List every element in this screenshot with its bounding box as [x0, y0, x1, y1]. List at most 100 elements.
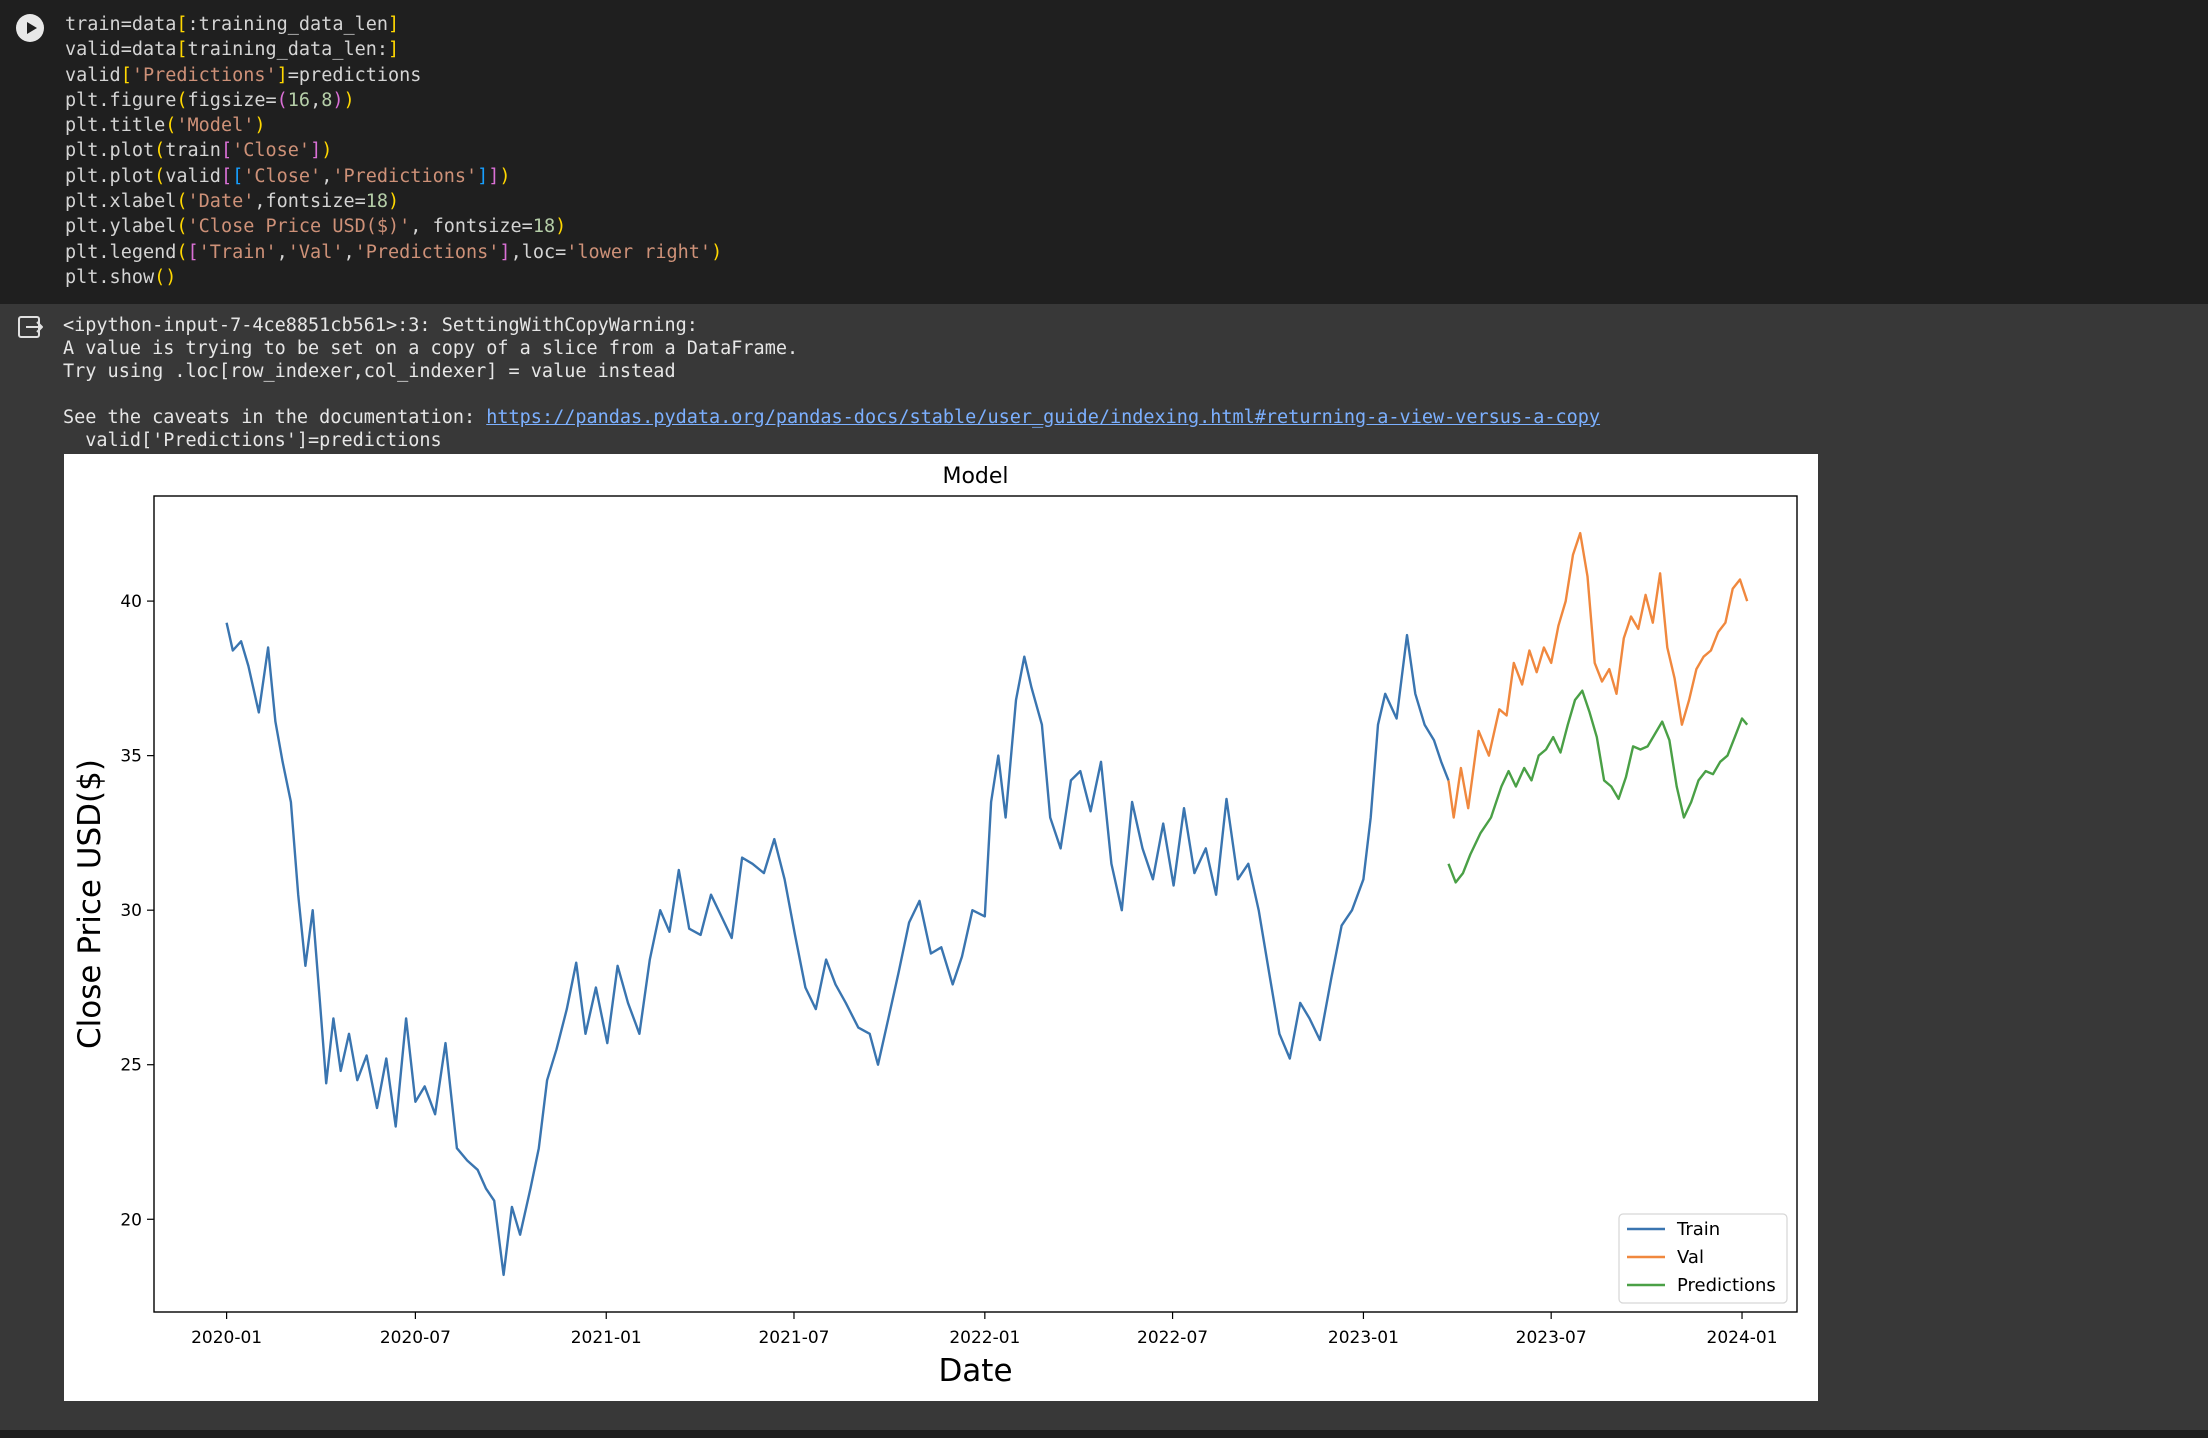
code-token: ) [711, 241, 723, 263]
code-token: ( [176, 216, 188, 238]
code-line: plt.ylabel('Close Price USD($)', fontsiz… [65, 216, 566, 237]
code-line: plt.xlabel('Date',fontsize=18) [65, 191, 399, 212]
source-line: valid['Predictions']=predictions [63, 430, 442, 451]
code-line: train=data[:training_data_len] [65, 14, 399, 35]
run-cell-button[interactable] [16, 14, 44, 42]
code-line: valid=data[training_data_len:] [65, 39, 399, 60]
code-token: =predictions [287, 64, 422, 86]
code-token: ) [321, 140, 333, 162]
code-cell[interactable]: train=data[:training_data_len] valid=dat… [0, 0, 2208, 304]
code-line: plt.plot(valid[['Close','Predictions']]) [65, 166, 511, 187]
x-tick-label: 2022-07 [1137, 1328, 1208, 1348]
code-token: :training_data_len [187, 14, 389, 35]
code-token: ( [176, 89, 188, 111]
warning-line-1: <ipython-input-7-4ce8851cb561>:3: Settin… [63, 315, 698, 336]
code-token: figsize= [187, 89, 277, 111]
code-token: plt.title [65, 115, 166, 137]
caveats-prefix: See the caveats in the documentation: [63, 407, 487, 428]
bottom-divider [0, 1430, 2208, 1438]
code-token: ] [477, 165, 489, 187]
code-token: ] [276, 64, 288, 86]
code-token: valid=data [65, 39, 177, 61]
code-line: plt.figure(figsize=(16,8)) [65, 90, 355, 111]
legend [1618, 1213, 1788, 1304]
series-line-predictions [1447, 689, 1749, 884]
output-menu-icon[interactable] [16, 313, 44, 341]
plot-frame [153, 495, 1798, 1313]
code-line: plt.title('Model') [65, 115, 266, 136]
y-axis-label: Close Price USD($) [72, 759, 108, 1049]
code-token: ] [488, 165, 500, 187]
x-tick-label: 2021-01 [571, 1328, 642, 1348]
code-token: ( [154, 165, 166, 187]
code-token: ] [388, 39, 400, 61]
code-token: [ [120, 64, 132, 86]
code-token: ,loc= [510, 241, 567, 263]
code-token: 'Predictions' [131, 64, 277, 86]
code-token: ] [499, 241, 511, 263]
code-token: ( [176, 241, 188, 263]
code-token: plt.ylabel [65, 216, 177, 238]
x-axis-label: Date [938, 1353, 1012, 1389]
code-editor[interactable]: train=data[:training_data_len] valid=dat… [65, 12, 722, 290]
x-tick-label: 2024-01 [1707, 1328, 1778, 1348]
code-token: ( [176, 191, 188, 213]
legend-label: Train [1676, 1219, 1720, 1240]
code-token: training_data_len: [187, 39, 389, 61]
plot-output: Model 2020-01 2020-07 2021-01 2021-07 2022-01… [64, 454, 1818, 1401]
code-line: valid['Predictions']=predictions [65, 65, 421, 86]
y-tick-label: 40 [120, 592, 142, 612]
code-line: plt.legend(['Train','Val','Predictions']… [65, 242, 722, 263]
code-token: 'Val' [287, 241, 344, 263]
chart-title: Model [942, 464, 1008, 489]
code-token: , [343, 241, 355, 263]
code-token: () [154, 266, 177, 288]
code-token: 'Predictions' [354, 241, 500, 263]
code-token: plt.plot [65, 165, 155, 187]
code-token: [ [176, 14, 188, 35]
legend-label: Predictions [1677, 1275, 1776, 1296]
code-token: valid [65, 64, 121, 86]
code-token: ] [310, 140, 322, 162]
code-token: 'Model' [176, 115, 255, 137]
code-token: 18 [532, 216, 556, 238]
code-line: plt.show() [65, 267, 176, 288]
series-line-val [1447, 531, 1749, 819]
code-token: 'Close' [243, 165, 322, 187]
code-token: ) [555, 216, 567, 238]
x-tick-label: 2023-07 [1516, 1328, 1587, 1348]
warning-line-2: A value is trying to be set on a copy of… [63, 338, 799, 359]
code-token: ) [343, 89, 355, 111]
code-token: , [276, 241, 288, 263]
code-token: plt.xlabel [65, 191, 177, 213]
code-token: train [165, 140, 221, 162]
code-token: 'Predictions' [332, 165, 478, 187]
x-tick-label: 2022-01 [949, 1328, 1020, 1348]
code-token: 16 [287, 89, 311, 111]
code-token: ) [254, 115, 266, 137]
code-token: 8 [321, 89, 333, 111]
code-token: train=data [65, 14, 177, 35]
code-token: plt.plot [65, 140, 155, 162]
code-token: ) [388, 191, 400, 213]
code-token: 18 [365, 191, 389, 213]
code-token: plt.figure [65, 89, 177, 111]
code-token: ( [154, 140, 166, 162]
cell-output-text: <ipython-input-7-4ce8851cb561>:3: Settin… [63, 314, 1600, 452]
y-tick-label: 35 [120, 747, 142, 767]
documentation-link[interactable]: https://pandas.pydata.org/pandas-docs/st… [486, 407, 1601, 428]
code-token: ] [388, 14, 400, 35]
code-token: ( [276, 89, 288, 111]
code-token: , [321, 165, 333, 187]
code-token: ) [332, 89, 344, 111]
code-token: [ [187, 241, 199, 263]
x-tick-label: 2023-01 [1328, 1328, 1399, 1348]
code-token: ) [499, 165, 511, 187]
line-chart: Model 2020-01 2020-07 2021-01 2021-07 2022-01… [72, 464, 1798, 1389]
code-token: [ [220, 140, 233, 162]
code-token: 'Train' [198, 241, 277, 263]
x-tick-label: 2020-07 [380, 1328, 451, 1348]
code-token: 'Close Price USD($)' [187, 216, 411, 238]
x-tick-label: 2020-01 [191, 1328, 262, 1348]
code-token: ( [165, 115, 177, 137]
